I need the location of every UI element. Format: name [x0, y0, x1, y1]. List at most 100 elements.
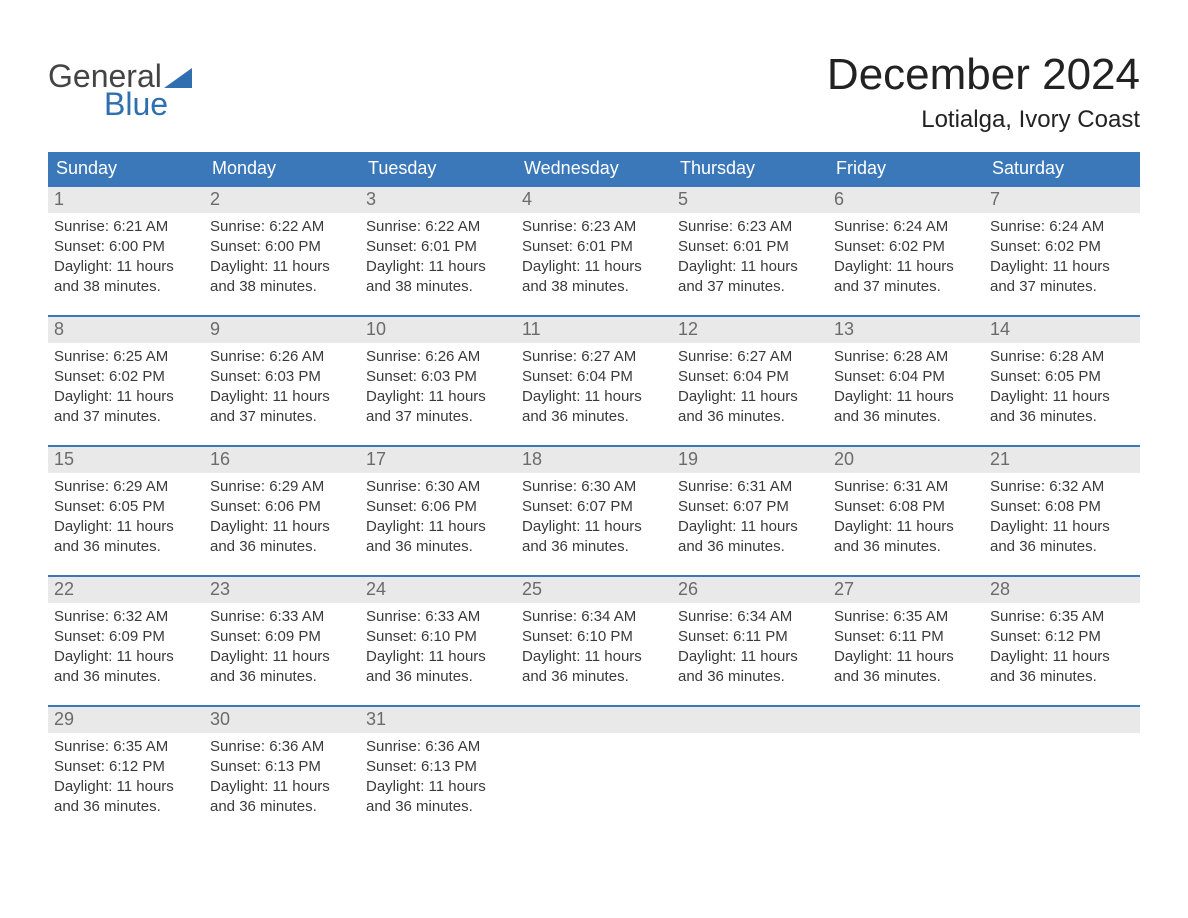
sunrise-line: Sunrise: 6:23 AM: [678, 217, 822, 237]
calendar-cell: 16Sunrise: 6:29 AMSunset: 6:06 PMDayligh…: [204, 446, 360, 576]
sunrise-line: Sunrise: 6:32 AM: [990, 477, 1134, 497]
sunrise-line: Sunrise: 6:28 AM: [990, 347, 1134, 367]
daylight-line: Daylight: 11 hours and 37 minutes.: [990, 257, 1134, 298]
day-number: 7: [984, 187, 1140, 213]
daylight-line: Daylight: 11 hours and 36 minutes.: [522, 517, 666, 558]
calendar-cell: 19Sunrise: 6:31 AMSunset: 6:07 PMDayligh…: [672, 446, 828, 576]
sunset-line: Sunset: 6:00 PM: [54, 237, 198, 257]
calendar-cell: 1Sunrise: 6:21 AMSunset: 6:00 PMDaylight…: [48, 186, 204, 316]
day-body: Sunrise: 6:30 AMSunset: 6:06 PMDaylight:…: [360, 473, 516, 564]
day-number: 30: [204, 707, 360, 733]
day-body: Sunrise: 6:28 AMSunset: 6:04 PMDaylight:…: [828, 343, 984, 434]
sunset-line: Sunset: 6:04 PM: [678, 367, 822, 387]
calendar-cell: [672, 706, 828, 836]
day-body: Sunrise: 6:22 AMSunset: 6:01 PMDaylight:…: [360, 213, 516, 304]
sunset-line: Sunset: 6:05 PM: [54, 497, 198, 517]
day-number: 13: [828, 317, 984, 343]
calendar-week: 29Sunrise: 6:35 AMSunset: 6:12 PMDayligh…: [48, 706, 1140, 836]
calendar-cell: 27Sunrise: 6:35 AMSunset: 6:11 PMDayligh…: [828, 576, 984, 706]
sunrise-line: Sunrise: 6:29 AM: [210, 477, 354, 497]
daylight-line: Daylight: 11 hours and 36 minutes.: [522, 387, 666, 428]
day-body: Sunrise: 6:33 AMSunset: 6:09 PMDaylight:…: [204, 603, 360, 694]
daylight-line: Daylight: 11 hours and 38 minutes.: [522, 257, 666, 298]
daylight-line: Daylight: 11 hours and 36 minutes.: [834, 647, 978, 688]
day-number: 14: [984, 317, 1140, 343]
daylight-line: Daylight: 11 hours and 38 minutes.: [54, 257, 198, 298]
sunset-line: Sunset: 6:01 PM: [522, 237, 666, 257]
day-number: 19: [672, 447, 828, 473]
calendar-cell: 20Sunrise: 6:31 AMSunset: 6:08 PMDayligh…: [828, 446, 984, 576]
daylight-line: Daylight: 11 hours and 36 minutes.: [522, 647, 666, 688]
day-number: 11: [516, 317, 672, 343]
brand-logo: General Blue: [48, 50, 192, 120]
sunset-line: Sunset: 6:05 PM: [990, 367, 1134, 387]
weekday-header: Saturday: [984, 152, 1140, 186]
calendar-cell: 28Sunrise: 6:35 AMSunset: 6:12 PMDayligh…: [984, 576, 1140, 706]
sunset-line: Sunset: 6:01 PM: [366, 237, 510, 257]
day-body: Sunrise: 6:36 AMSunset: 6:13 PMDaylight:…: [204, 733, 360, 824]
day-body: Sunrise: 6:23 AMSunset: 6:01 PMDaylight:…: [672, 213, 828, 304]
day-number: 21: [984, 447, 1140, 473]
sunset-line: Sunset: 6:02 PM: [990, 237, 1134, 257]
day-body: Sunrise: 6:35 AMSunset: 6:11 PMDaylight:…: [828, 603, 984, 694]
title-block: December 2024 Lotialga, Ivory Coast: [827, 50, 1140, 134]
sunrise-line: Sunrise: 6:34 AM: [522, 607, 666, 627]
day-body: Sunrise: 6:34 AMSunset: 6:10 PMDaylight:…: [516, 603, 672, 694]
sunset-line: Sunset: 6:07 PM: [522, 497, 666, 517]
sunrise-line: Sunrise: 6:24 AM: [990, 217, 1134, 237]
day-number: 17: [360, 447, 516, 473]
calendar-cell: 22Sunrise: 6:32 AMSunset: 6:09 PMDayligh…: [48, 576, 204, 706]
day-number-empty: [984, 707, 1140, 733]
calendar-cell: 5Sunrise: 6:23 AMSunset: 6:01 PMDaylight…: [672, 186, 828, 316]
day-body: Sunrise: 6:33 AMSunset: 6:10 PMDaylight:…: [360, 603, 516, 694]
sunset-line: Sunset: 6:13 PM: [210, 757, 354, 777]
daylight-line: Daylight: 11 hours and 36 minutes.: [366, 517, 510, 558]
calendar-cell: 4Sunrise: 6:23 AMSunset: 6:01 PMDaylight…: [516, 186, 672, 316]
sunrise-line: Sunrise: 6:33 AM: [366, 607, 510, 627]
day-number: 20: [828, 447, 984, 473]
sunrise-line: Sunrise: 6:31 AM: [834, 477, 978, 497]
sunrise-line: Sunrise: 6:24 AM: [834, 217, 978, 237]
calendar-week: 8Sunrise: 6:25 AMSunset: 6:02 PMDaylight…: [48, 316, 1140, 446]
daylight-line: Daylight: 11 hours and 36 minutes.: [834, 517, 978, 558]
daylight-line: Daylight: 11 hours and 37 minutes.: [54, 387, 198, 428]
sunrise-line: Sunrise: 6:36 AM: [210, 737, 354, 757]
day-body: Sunrise: 6:32 AMSunset: 6:08 PMDaylight:…: [984, 473, 1140, 564]
daylight-line: Daylight: 11 hours and 37 minutes.: [678, 257, 822, 298]
daylight-line: Daylight: 11 hours and 36 minutes.: [678, 647, 822, 688]
day-number: 15: [48, 447, 204, 473]
weekday-header: Monday: [204, 152, 360, 186]
calendar-cell: 6Sunrise: 6:24 AMSunset: 6:02 PMDaylight…: [828, 186, 984, 316]
calendar-cell: 17Sunrise: 6:30 AMSunset: 6:06 PMDayligh…: [360, 446, 516, 576]
daylight-line: Daylight: 11 hours and 36 minutes.: [834, 387, 978, 428]
day-number: 12: [672, 317, 828, 343]
daylight-line: Daylight: 11 hours and 36 minutes.: [678, 517, 822, 558]
calendar-cell: 12Sunrise: 6:27 AMSunset: 6:04 PMDayligh…: [672, 316, 828, 446]
day-number: 10: [360, 317, 516, 343]
day-number: 5: [672, 187, 828, 213]
calendar-cell: 31Sunrise: 6:36 AMSunset: 6:13 PMDayligh…: [360, 706, 516, 836]
day-body: Sunrise: 6:31 AMSunset: 6:07 PMDaylight:…: [672, 473, 828, 564]
daylight-line: Daylight: 11 hours and 36 minutes.: [366, 777, 510, 818]
calendar-week: 1Sunrise: 6:21 AMSunset: 6:00 PMDaylight…: [48, 186, 1140, 316]
day-body: Sunrise: 6:35 AMSunset: 6:12 PMDaylight:…: [984, 603, 1140, 694]
daylight-line: Daylight: 11 hours and 38 minutes.: [366, 257, 510, 298]
calendar-week: 22Sunrise: 6:32 AMSunset: 6:09 PMDayligh…: [48, 576, 1140, 706]
weekday-header: Sunday: [48, 152, 204, 186]
sunset-line: Sunset: 6:10 PM: [522, 627, 666, 647]
day-body: Sunrise: 6:24 AMSunset: 6:02 PMDaylight:…: [984, 213, 1140, 304]
day-body: Sunrise: 6:26 AMSunset: 6:03 PMDaylight:…: [204, 343, 360, 434]
day-number: 3: [360, 187, 516, 213]
sunrise-line: Sunrise: 6:22 AM: [366, 217, 510, 237]
sunrise-line: Sunrise: 6:23 AM: [522, 217, 666, 237]
daylight-line: Daylight: 11 hours and 37 minutes.: [366, 387, 510, 428]
sunrise-line: Sunrise: 6:30 AM: [522, 477, 666, 497]
calendar-cell: 2Sunrise: 6:22 AMSunset: 6:00 PMDaylight…: [204, 186, 360, 316]
day-number: 26: [672, 577, 828, 603]
calendar-cell: 23Sunrise: 6:33 AMSunset: 6:09 PMDayligh…: [204, 576, 360, 706]
sunrise-line: Sunrise: 6:30 AM: [366, 477, 510, 497]
day-number: 24: [360, 577, 516, 603]
weekday-header: Thursday: [672, 152, 828, 186]
day-number: 9: [204, 317, 360, 343]
calendar-cell: 25Sunrise: 6:34 AMSunset: 6:10 PMDayligh…: [516, 576, 672, 706]
